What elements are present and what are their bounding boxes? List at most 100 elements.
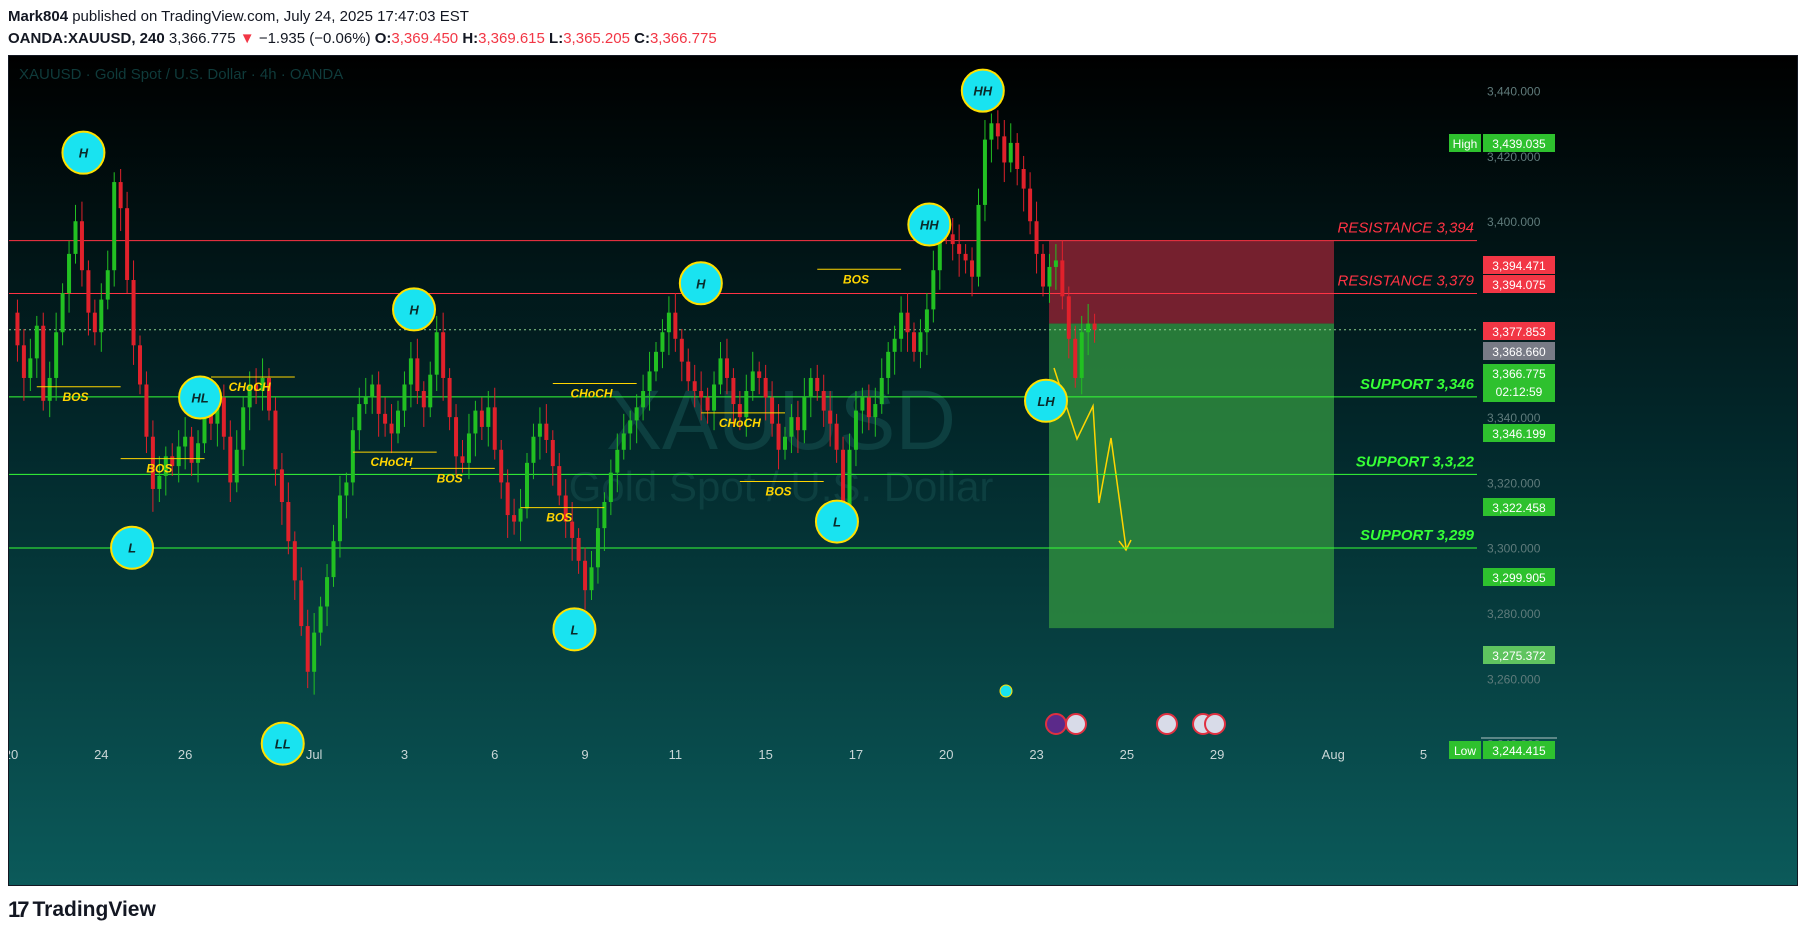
pivot-marker[interactable] <box>178 375 223 420</box>
candle-body[interactable] <box>428 374 433 408</box>
candle-body[interactable] <box>337 495 342 542</box>
candle-body[interactable] <box>318 606 323 633</box>
candle-body[interactable] <box>79 221 84 271</box>
candle-body[interactable] <box>957 244 962 254</box>
candle-body[interactable] <box>460 456 465 463</box>
candle-body[interactable] <box>112 182 117 271</box>
candle-body[interactable] <box>492 407 497 450</box>
candle-body[interactable] <box>383 413 388 424</box>
candle-body[interactable] <box>995 123 1000 137</box>
pivot-marker[interactable] <box>392 287 437 332</box>
candle-body[interactable] <box>634 407 639 421</box>
candle-body[interactable] <box>86 270 91 313</box>
pivot-marker[interactable] <box>260 721 305 766</box>
candle-body[interactable] <box>647 371 652 392</box>
candle-body[interactable] <box>570 521 575 538</box>
candle-body[interactable] <box>479 410 484 427</box>
candle-body[interactable] <box>486 407 491 427</box>
candle-body[interactable] <box>441 332 446 378</box>
candle-body[interactable] <box>157 475 162 489</box>
price-axis-label[interactable]: Low 3,244.415 <box>1449 741 1555 759</box>
candle-body[interactable] <box>221 397 226 437</box>
candle-body[interactable] <box>241 407 246 450</box>
candle-body[interactable] <box>105 270 110 300</box>
candle-body[interactable] <box>202 410 207 444</box>
pivot-marker[interactable] <box>61 130 106 175</box>
candle-body[interactable] <box>705 397 710 411</box>
candle-body[interactable] <box>557 466 562 496</box>
candle-body[interactable] <box>789 417 794 437</box>
candle-body[interactable] <box>976 204 981 277</box>
candle-body[interactable] <box>770 397 775 424</box>
candle-body[interactable] <box>1092 323 1097 330</box>
candle-body[interactable] <box>899 312 904 339</box>
candle-body[interactable] <box>918 332 923 352</box>
candle-body[interactable] <box>1073 338 1078 378</box>
candle-body[interactable] <box>376 384 381 414</box>
candle-body[interactable] <box>299 580 304 627</box>
candle-body[interactable] <box>47 377 52 401</box>
pivot-marker[interactable] <box>960 68 1005 113</box>
candle-body[interactable] <box>731 377 736 405</box>
price-axis-label[interactable]: 3,299.905 <box>1483 568 1555 586</box>
price-axis-label[interactable]: High 3,439.035 <box>1449 134 1555 152</box>
candle-body[interactable] <box>54 332 59 378</box>
candle-body[interactable] <box>325 577 330 607</box>
candle-body[interactable] <box>892 338 897 352</box>
candle-body[interactable] <box>563 495 568 522</box>
candle-body[interactable] <box>1086 323 1091 333</box>
candle-body[interactable] <box>247 384 252 408</box>
candle-body[interactable] <box>1034 221 1039 254</box>
event-dot-icon[interactable] <box>999 684 1013 698</box>
candle-body[interactable] <box>660 332 665 352</box>
candle-body[interactable] <box>1079 332 1084 378</box>
candle-body[interactable] <box>602 502 607 529</box>
price-axis-label[interactable]: 3,368.660 <box>1483 342 1555 360</box>
candle-body[interactable] <box>744 391 749 418</box>
candle-body[interactable] <box>234 449 239 483</box>
candle-body[interactable] <box>860 397 865 411</box>
candle-body[interactable] <box>692 381 697 392</box>
candle-body[interactable] <box>292 541 297 581</box>
candle-body[interactable] <box>776 423 781 450</box>
candle-body[interactable] <box>208 410 213 424</box>
chart-panel[interactable]: XAUUSD · Gold Spot / U.S. Dollar · 4h · … <box>8 55 1798 886</box>
us-flag-icon[interactable] <box>1065 713 1087 735</box>
candle-body[interactable] <box>131 280 136 346</box>
candle-body[interactable] <box>795 417 800 431</box>
us-flag-icon[interactable] <box>1156 713 1178 735</box>
candle-body[interactable] <box>402 384 407 411</box>
price-axis-label[interactable]: 3,275.372 <box>1483 646 1555 664</box>
candle-body[interactable] <box>544 423 549 440</box>
candle-body[interactable] <box>67 253 72 294</box>
candle-body[interactable] <box>589 567 594 591</box>
candle-body[interactable] <box>254 384 259 392</box>
candle-body[interactable] <box>170 456 175 467</box>
candle-body[interactable] <box>808 377 813 398</box>
candle-body[interactable] <box>834 423 839 450</box>
candle-body[interactable] <box>286 502 291 542</box>
candle-body[interactable] <box>595 528 600 568</box>
pivot-marker[interactable] <box>110 525 155 570</box>
candle-body[interactable] <box>737 404 742 418</box>
candle-body[interactable] <box>28 358 33 378</box>
candle-body[interactable] <box>982 139 987 205</box>
candle-body[interactable] <box>866 397 871 418</box>
candle-body[interactable] <box>1053 260 1058 267</box>
candle-body[interactable] <box>673 312 678 339</box>
candle-body[interactable] <box>189 436 194 463</box>
candle-body[interactable] <box>260 377 265 392</box>
candle-body[interactable] <box>802 397 807 431</box>
candle-body[interactable] <box>415 358 420 392</box>
candle-body[interactable] <box>783 436 787 450</box>
pivot-marker[interactable] <box>1024 378 1068 423</box>
price-chart[interactable]: XAUUSD · Gold Spot / U.S. Dollar · 4h · … <box>9 56 1797 885</box>
price-axis-label[interactable]: 3,322.458 <box>1483 498 1555 516</box>
candle-body[interactable] <box>550 439 555 467</box>
candle-body[interactable] <box>757 371 762 378</box>
candle-body[interactable] <box>970 260 975 277</box>
candle-body[interactable] <box>228 436 233 483</box>
candle-body[interactable] <box>454 417 459 457</box>
candle-body[interactable] <box>1028 188 1033 222</box>
candle-body[interactable] <box>499 449 504 483</box>
